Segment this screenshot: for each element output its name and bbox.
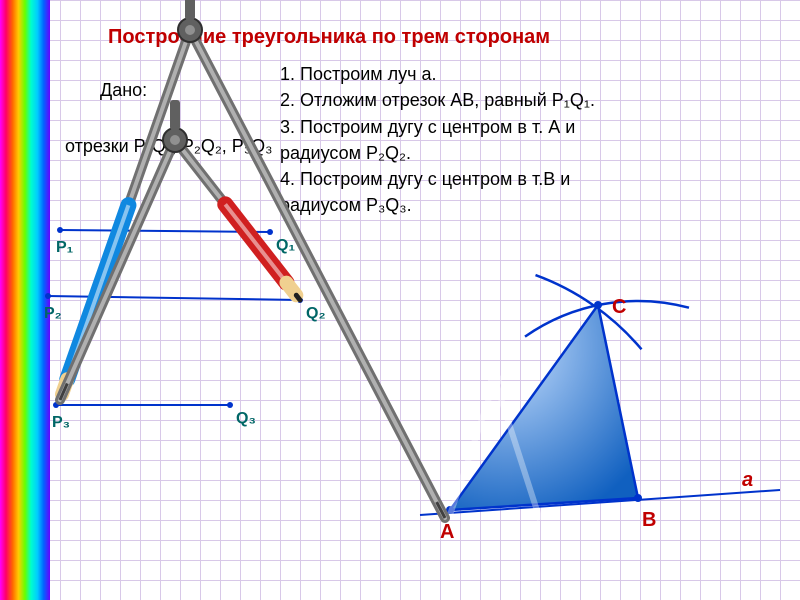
svg-text:A: A: [440, 521, 454, 543]
svg-text:a: a: [742, 469, 753, 491]
diagram-svg: P₁ Q₁ P₂ Q₂ P₃ Q₃ a A B C: [0, 0, 800, 600]
svg-text:Q₃: Q₃: [236, 410, 256, 427]
svg-text:Q₂: Q₂: [306, 305, 326, 322]
svg-text:P₁: P₁: [56, 239, 74, 256]
svg-text:B: B: [642, 509, 656, 531]
svg-text:C: C: [612, 296, 626, 318]
svg-text:P₂: P₂: [44, 305, 62, 322]
svg-text:P₃: P₃: [52, 414, 70, 431]
svg-text:Q₁: Q₁: [276, 237, 295, 254]
